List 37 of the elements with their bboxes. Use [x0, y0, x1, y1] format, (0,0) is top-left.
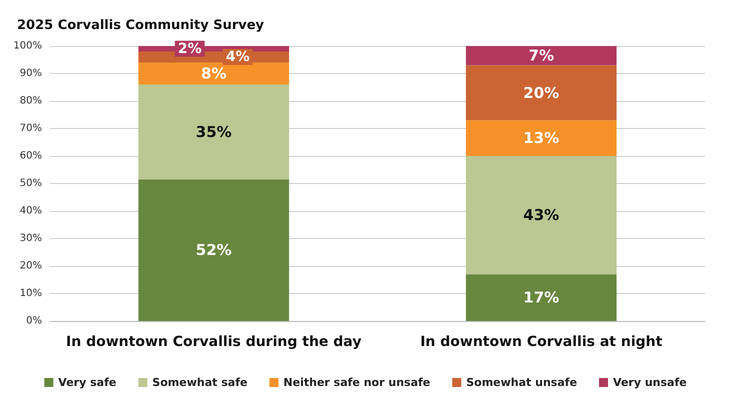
y-tick-label: 70% [20, 123, 42, 134]
data-label: 35% [196, 122, 232, 141]
data-label: 8% [201, 64, 226, 82]
chart-title: 2025 Corvallis Community Survey [17, 18, 265, 33]
data-label: 13% [523, 129, 560, 148]
bar [466, 156, 617, 274]
legend-label: Very safe [58, 376, 116, 389]
legend-label: Very unsafe [613, 376, 687, 389]
bar [138, 179, 290, 321]
data-label: 43% [523, 206, 560, 224]
y-tick-label: 20% [20, 260, 42, 272]
y-tick-label: 50% [20, 178, 42, 189]
bar [466, 274, 617, 321]
x-tick-label: In downtown Corvallis at night [420, 334, 663, 350]
bar [138, 84, 290, 180]
data-label: 2% [178, 40, 202, 57]
y-tick-label: 60% [20, 150, 42, 162]
y-tick-label: 30% [20, 233, 42, 244]
data-label: 7% [528, 46, 554, 65]
bar [466, 65, 617, 120]
y-tick-label: 80% [20, 96, 42, 106]
legend-label: Somewhat unsafe [466, 376, 578, 389]
data-label: 20% [523, 84, 560, 102]
y-tick-label: 0% [26, 316, 42, 326]
bar [466, 120, 617, 156]
legend-label: Neither safe nor unsafe [283, 376, 430, 389]
data-label: 17% [523, 288, 560, 307]
y-tick-label: 90% [20, 68, 42, 79]
y-tick-label: 100% [13, 40, 42, 52]
legend-label: Somewhat safe [152, 376, 248, 389]
y-tick-label: 40% [20, 206, 42, 216]
bar [466, 46, 617, 66]
y-tick-label: 10% [20, 288, 42, 299]
data-label: 52% [196, 241, 232, 260]
data-label: 4% [226, 49, 250, 65]
bar [138, 62, 290, 84]
x-tick-label: In downtown Corvallis during the day [66, 334, 362, 350]
